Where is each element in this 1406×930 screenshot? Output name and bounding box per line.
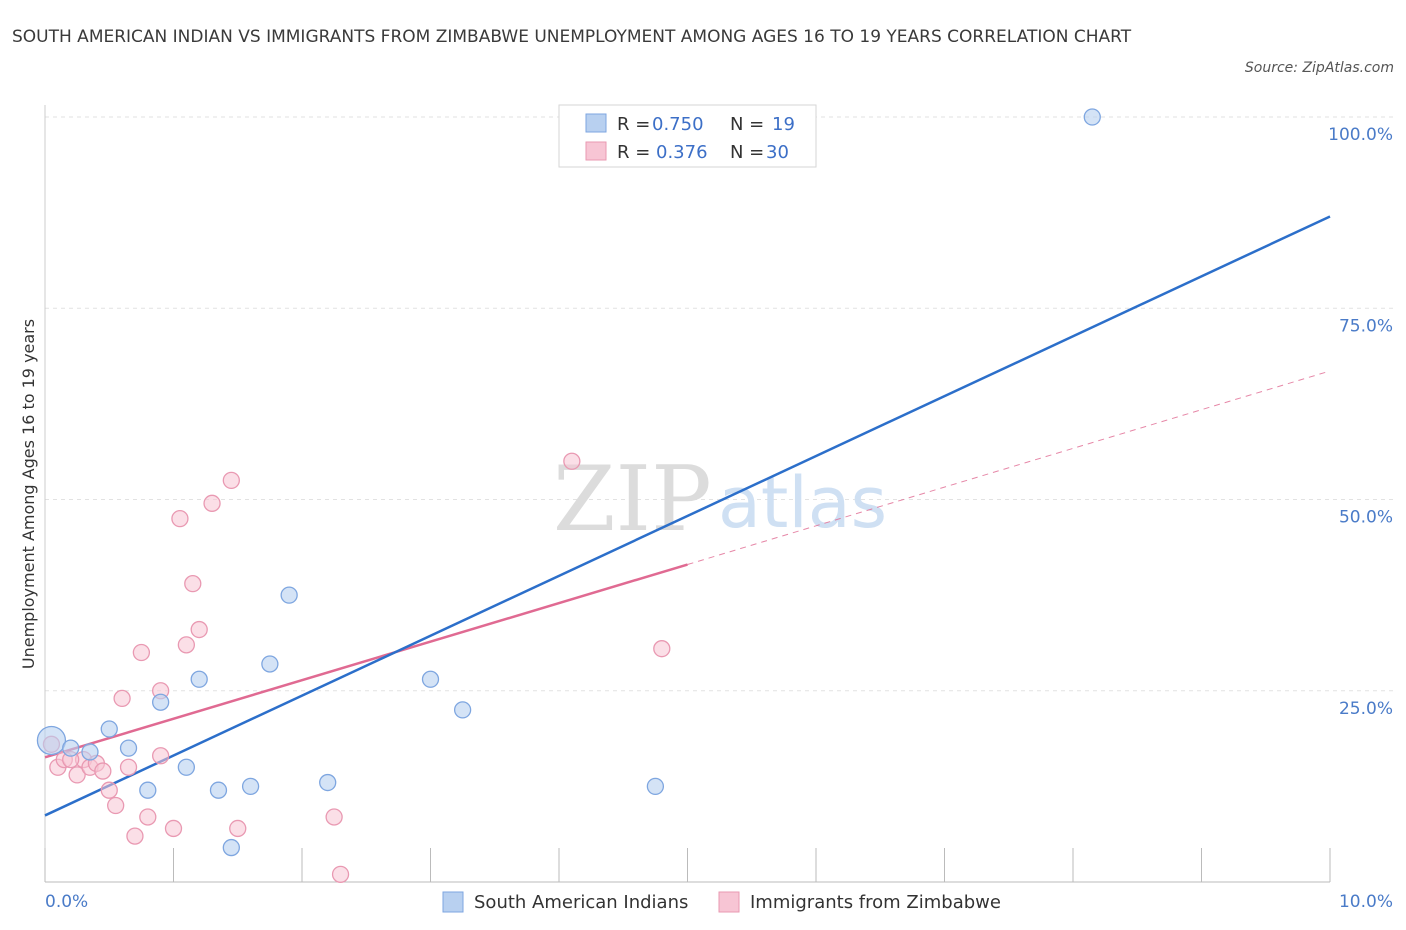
y-tick-label-25: 25.0% [1339, 699, 1393, 719]
zimbabwe-point-26 [331, 865, 350, 883]
trend-south-american [44, 215, 1331, 817]
legend-n-value-2: 30 [766, 142, 789, 163]
south-american-point-12 [261, 655, 279, 673]
south-american-point-8 [190, 670, 208, 688]
zimbabwe-point-14 [139, 808, 157, 826]
legend-n-value-1: 19 [772, 114, 795, 135]
zimbabwe-point-19 [177, 636, 196, 654]
zimbabwe-point-8 [100, 781, 118, 799]
correlation-legend: R = 0.750 N = 19 R = 0.376 N = 30 [558, 104, 817, 168]
south-american-point-15 [421, 670, 440, 688]
series-legend: South American Indians Immigrants from Z… [442, 891, 1001, 913]
south-american-point-10 [222, 838, 240, 857]
south-american-point-4 [119, 739, 138, 757]
legend-r-label-1: R = [617, 114, 650, 135]
zimbabwe-point-18 [171, 509, 189, 528]
x-axis-ticks [44, 848, 1331, 882]
legend-r-value-1: 0.750 [652, 114, 704, 135]
zimbabwe-point-12 [126, 827, 144, 845]
zimbabwe-point-20 [184, 575, 202, 593]
zimbabwe-point-7 [94, 762, 112, 780]
south-american-point-2 [81, 743, 99, 761]
y-axis-title: Unemployment Among Ages 16 to 19 years [19, 319, 38, 669]
legend-swatch-blue [585, 113, 607, 133]
south-american-point-9 [209, 781, 228, 799]
zimbabwe-point-22 [203, 494, 221, 512]
y-tick-labels: 25.0% 50.0% 75.0% 100.0% [1328, 125, 1393, 719]
zimbabwe-point-28 [653, 640, 671, 658]
trend-lines [44, 215, 1331, 817]
zimbabwe-point-10 [113, 689, 131, 708]
trend-zimbabwe-extension [687, 370, 1331, 566]
legend-r-value-2: 0.376 [656, 142, 708, 163]
zimbabwe-point-17 [164, 819, 183, 838]
source-label: Source: ZipAtlas.com [1244, 60, 1394, 76]
zimbabwe-point-9 [107, 796, 125, 815]
legend-n-label-1: N = [730, 114, 764, 135]
south-american-point-6 [151, 693, 170, 711]
x-tick-label-min: 0.0% [45, 892, 88, 912]
south-american-point-16 [453, 701, 472, 719]
y-tick-label-75: 75.0% [1339, 316, 1393, 336]
bottom-legend-swatch-blue [442, 891, 464, 913]
zimbabwe-point-16 [151, 747, 170, 765]
south-american-point-18 [1083, 108, 1101, 126]
zimbabwe-point-23 [222, 471, 240, 490]
zimbabwe-point-25 [325, 808, 343, 826]
legend-r-label-2: R = [617, 142, 650, 163]
watermark-atlas: atlas [718, 462, 887, 544]
y-tick-label-50: 50.0% [1339, 508, 1393, 528]
zimbabwe-point-13 [132, 643, 151, 662]
legend-n-label-2: N = [730, 142, 764, 163]
bottom-legend-swatch-pink [718, 891, 740, 913]
zimbabwe-point-3 [68, 766, 86, 784]
x-tick-label-max: 10.0% [1339, 892, 1393, 912]
zimbabwe-point-21 [190, 620, 208, 639]
bottom-legend-label-2: Immigrants from Zimbabwe [750, 892, 1001, 913]
south-american-point-14 [319, 773, 337, 792]
legend-swatch-pink [585, 141, 607, 161]
zimbabwe-point-27 [563, 452, 581, 470]
south-american-point-1 [62, 739, 80, 757]
south-american-point-11 [241, 777, 260, 796]
south-american-point-3 [100, 720, 118, 738]
trend-zimbabwe [44, 563, 688, 759]
south-american-point-13 [280, 586, 298, 604]
gridlines [45, 116, 1393, 692]
south-american-point-17 [646, 777, 665, 796]
y-tick-label-100: 100.0% [1328, 125, 1393, 145]
zimbabwe-point-11 [119, 758, 138, 776]
zimbabwe-point-24 [229, 819, 247, 838]
south-american-point-0 [36, 725, 67, 756]
south-american-point-5 [139, 781, 157, 799]
series-south-american-points [36, 108, 1101, 857]
bottom-legend-label-1: South American Indians [474, 892, 688, 913]
chart-title: SOUTH AMERICAN INDIAN VS IMMIGRANTS FROM… [12, 27, 1132, 47]
south-american-point-7 [177, 758, 196, 776]
